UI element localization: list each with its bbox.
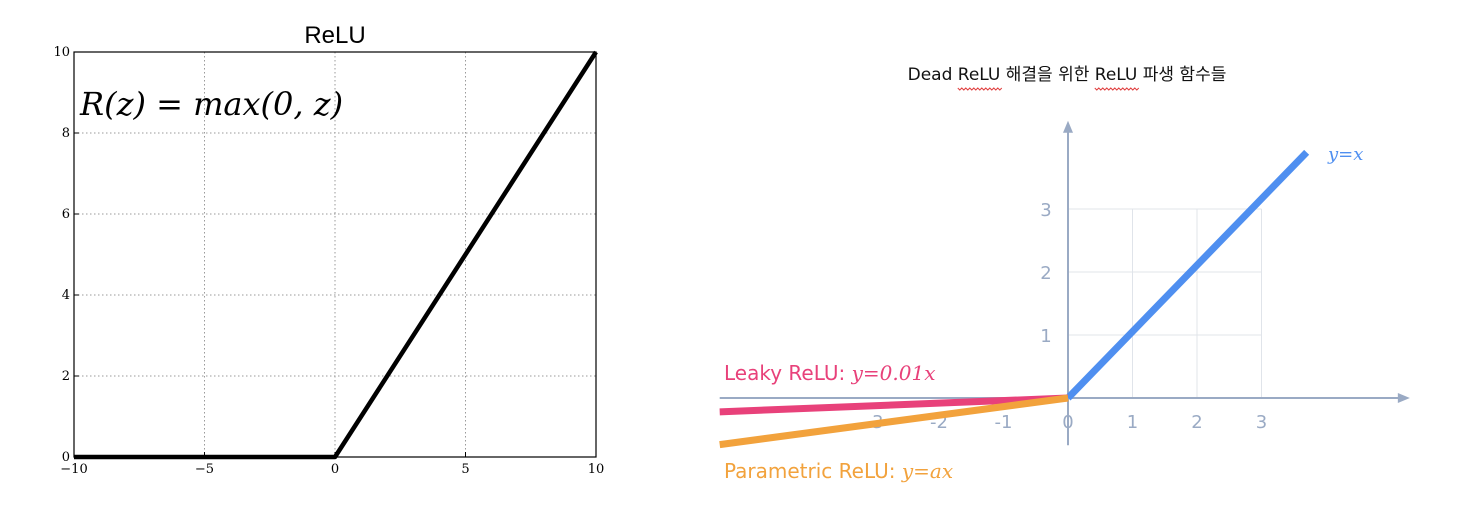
relu-series (74, 50, 598, 460)
parametric-relu-label: Parametric ReLU: y=ax (724, 459, 953, 483)
variants-y-tick-label: 2 (1040, 263, 1051, 284)
relu-formula: R(z) = max(0, z) (79, 85, 343, 123)
relu-x-tick-label: −10 (60, 462, 87, 477)
relu-y-tick-label: 0 (62, 450, 70, 465)
relu-y-tick-label: 8 (62, 126, 70, 141)
variants-series (719, 149, 1310, 449)
variants-grid (1068, 208, 1262, 398)
relu-series-line (74, 50, 598, 460)
relu-y-tick-label: 4 (62, 288, 70, 303)
variants-x-tick-label: -1 (995, 412, 1013, 433)
variants-title: Dead ReLU 해결을 위한 ReLU 파생 함수들 (908, 65, 1227, 85)
relu-y-tick-label: 10 (53, 45, 70, 60)
variants-x-tick-label: 0 (1062, 412, 1073, 433)
variants-x-tick-label: 1 (1127, 412, 1138, 433)
relu-chart: −10 −5 0 5 10 0 2 4 6 8 10 ReLU R(z) = max(0, z) (53, 22, 604, 477)
variants-y-tick-label: 3 (1040, 200, 1051, 221)
x-axis-arrow-icon (1397, 393, 1410, 403)
relu-y-tick-label: 6 (62, 207, 70, 222)
relu-x-tick-label: 5 (461, 462, 469, 477)
leaky-relu-label-name: Leaky ReLU: (724, 361, 852, 385)
variants-x-tick-label: 3 (1256, 412, 1267, 433)
leaky-relu-label-formula: y=0.01x (851, 361, 936, 385)
title-spellcheck-underlines (957, 87, 1140, 91)
relu-x-tick-label: 10 (588, 462, 605, 477)
spellcheck-underline (957, 87, 1003, 91)
spellcheck-underline (1094, 87, 1140, 91)
relu-title: ReLU (304, 22, 365, 49)
identity-label-formula: y=x (1327, 144, 1363, 165)
parametric-relu-line (719, 394, 1069, 449)
identity-line (1065, 149, 1310, 401)
variants-y-tick-label: 1 (1040, 326, 1051, 347)
relu-ticks: −10 −5 0 5 10 0 2 4 6 8 10 (53, 45, 604, 477)
leaky-relu-line (719, 394, 1069, 416)
parametric-relu-label-formula: y=ax (901, 459, 953, 483)
relu-x-tick-label: −5 (195, 462, 214, 477)
parametric-relu-label-name: Parametric ReLU: (724, 459, 902, 483)
variants-x-tick-label: 2 (1191, 412, 1202, 433)
y-axis-arrow-icon (1063, 120, 1073, 133)
relu-variants-chart: Dead ReLU 해결을 위한 ReLU 파생 함수들 -3 -2 -1 0 1 2 31… (719, 65, 1410, 483)
relu-x-tick-label: 0 (331, 462, 339, 477)
identity-label: y=x (1327, 144, 1363, 165)
relu-y-tick-label: 2 (62, 369, 70, 384)
leaky-relu-label: Leaky ReLU: y=0.01x (724, 361, 935, 385)
